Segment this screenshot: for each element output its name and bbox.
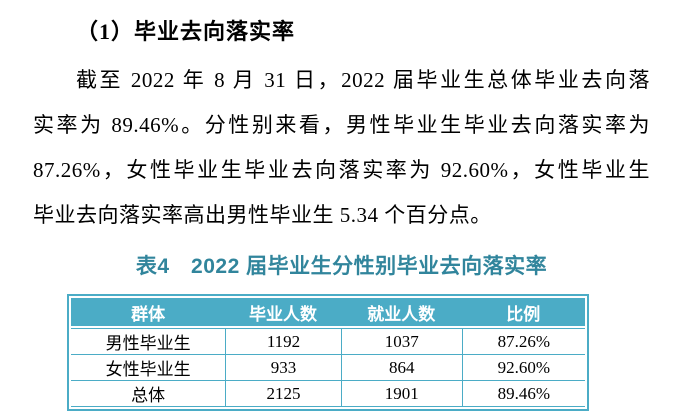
cell-ratio: 92.60% — [461, 355, 585, 381]
table-row: 总体 2125 1901 89.46% — [71, 381, 585, 407]
paragraph-line-4: 毕业去向落实率高出男性毕业生 5.34 个百分点。 — [33, 203, 492, 227]
cell-group: 女性毕业生 — [71, 355, 226, 381]
table-header-row: 群体 毕业人数 就业人数 比例 — [71, 298, 585, 328]
body-paragraph: 截至 2022 年 8 月 31 日，2022 届毕业生总体毕业去向落 实率为 … — [33, 58, 650, 238]
cell-group: 男性毕业生 — [71, 328, 226, 355]
cell-employed: 1901 — [340, 381, 462, 407]
column-header-graduates: 毕业人数 — [225, 298, 341, 328]
table-row: 女性毕业生 933 864 92.60% — [71, 355, 585, 381]
paragraph-line-2: 实率为 89.46%。分性别来看，男性毕业生毕业去向落实率为 — [33, 113, 650, 137]
cell-ratio: 89.46% — [461, 381, 585, 407]
column-header-ratio: 比例 — [461, 298, 585, 328]
data-table-frame: 群体 毕业人数 就业人数 比例 男性毕业生 1192 1037 87.26% 女… — [67, 294, 589, 411]
paragraph-line-1: 截至 2022 年 8 月 31 日，2022 届毕业生总体毕业去向落 — [76, 68, 650, 92]
gender-employment-table: 群体 毕业人数 就业人数 比例 男性毕业生 1192 1037 87.26% 女… — [71, 298, 585, 407]
section-heading: （1）毕业去向落实率 — [76, 19, 296, 44]
cell-ratio: 87.26% — [461, 328, 585, 355]
cell-employed: 864 — [340, 355, 462, 381]
cell-graduates: 1192 — [225, 328, 341, 355]
cell-employed: 1037 — [340, 328, 462, 355]
cell-group: 总体 — [71, 381, 226, 407]
cell-graduates: 2125 — [225, 381, 341, 407]
column-header-group: 群体 — [71, 298, 226, 328]
table-caption: 表4 2022 届毕业生分性别毕业去向落实率 — [135, 255, 548, 278]
column-header-employed: 就业人数 — [340, 298, 462, 328]
table-row: 男性毕业生 1192 1037 87.26% — [71, 328, 585, 355]
cell-graduates: 933 — [225, 355, 341, 381]
paragraph-line-3: 87.26%，女性毕业生毕业去向落实率为 92.60%，女性毕业生 — [33, 158, 650, 182]
